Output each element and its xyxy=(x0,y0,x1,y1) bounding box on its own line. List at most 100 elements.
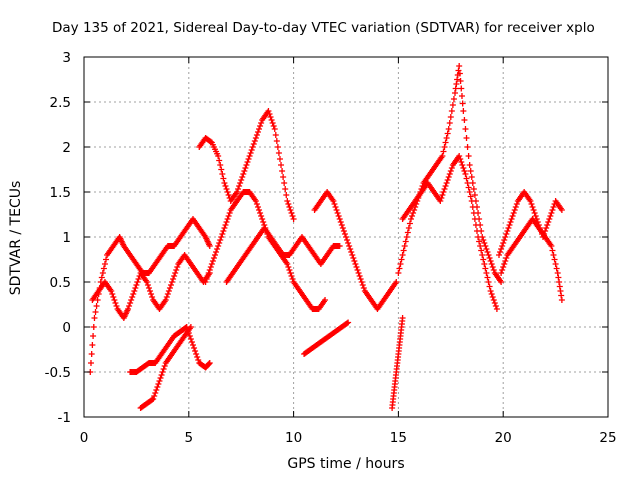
data-point xyxy=(188,339,195,345)
y-tick-label: 3 xyxy=(62,50,71,66)
y-tick-label: 0.5 xyxy=(50,275,71,291)
data-point xyxy=(162,297,169,303)
data-point xyxy=(498,270,505,276)
data-point xyxy=(553,265,560,272)
data-point xyxy=(543,225,550,231)
data-point xyxy=(187,324,194,330)
data-point xyxy=(287,270,294,276)
data-point xyxy=(246,153,253,159)
data-point xyxy=(503,255,510,261)
data-point xyxy=(90,324,97,330)
data-point xyxy=(212,252,218,258)
data-point xyxy=(457,156,464,162)
series-track-12 xyxy=(399,153,500,312)
data-point xyxy=(186,333,193,339)
data-point xyxy=(487,258,494,264)
x-tick-label: 25 xyxy=(599,430,616,446)
data-point xyxy=(242,165,249,171)
data-point xyxy=(461,168,468,174)
data-point xyxy=(171,273,178,279)
data-point xyxy=(236,183,243,189)
data-point xyxy=(457,78,464,84)
data-point xyxy=(449,102,456,108)
data-point xyxy=(458,159,465,165)
data-point xyxy=(252,198,259,204)
data-point xyxy=(456,63,463,69)
data-point xyxy=(248,147,255,153)
data-point xyxy=(450,96,457,102)
series-track-4 xyxy=(137,324,194,411)
data-point xyxy=(192,348,199,354)
data-point xyxy=(166,285,173,291)
data-point xyxy=(482,243,489,249)
data-point xyxy=(155,381,162,387)
data-point xyxy=(94,297,101,303)
data-point xyxy=(219,231,226,237)
data-point xyxy=(480,256,487,263)
data-point xyxy=(170,276,177,282)
data-point xyxy=(357,276,364,282)
data-point xyxy=(218,166,225,173)
data-point xyxy=(483,270,490,276)
data-point xyxy=(458,85,465,92)
data-point xyxy=(256,126,263,132)
data-point xyxy=(112,300,119,306)
data-point xyxy=(235,186,242,192)
data-point xyxy=(443,135,450,141)
data-point xyxy=(127,300,134,306)
data-point xyxy=(440,148,447,155)
data-point xyxy=(253,201,260,207)
data-point xyxy=(238,177,245,183)
data-point xyxy=(193,351,200,357)
data-point xyxy=(470,186,477,192)
data-point xyxy=(510,210,517,216)
data-point xyxy=(398,256,405,263)
data-point xyxy=(174,264,181,270)
data-point xyxy=(89,342,96,348)
data-point xyxy=(442,183,449,189)
data-point xyxy=(502,258,509,264)
data-point xyxy=(340,228,347,234)
data-point xyxy=(244,159,251,165)
series-track-8 xyxy=(301,319,352,357)
data-point xyxy=(98,274,105,281)
data-point xyxy=(341,231,348,237)
data-point xyxy=(99,270,106,276)
x-tick-label: 20 xyxy=(495,430,512,446)
data-point xyxy=(245,156,252,162)
data-point xyxy=(549,207,556,213)
data-point xyxy=(93,303,100,309)
data-point xyxy=(260,219,267,225)
data-point xyxy=(462,126,469,132)
data-point xyxy=(470,210,477,216)
data-point xyxy=(548,243,555,249)
data-point xyxy=(351,258,358,264)
data-point xyxy=(133,282,140,288)
series-track-7 xyxy=(223,225,343,285)
data-point xyxy=(555,274,562,281)
data-point xyxy=(345,240,352,246)
data-point xyxy=(343,234,349,240)
data-point xyxy=(108,288,115,294)
y-tick-label: 1.5 xyxy=(50,185,71,201)
series-track-6 xyxy=(202,189,329,312)
data-point xyxy=(143,279,150,285)
data-point xyxy=(240,171,247,177)
data-point xyxy=(206,360,213,367)
data-point xyxy=(467,168,474,174)
data-point xyxy=(215,243,222,249)
data-point xyxy=(469,204,476,210)
data-point xyxy=(491,300,498,306)
data-point xyxy=(443,180,450,186)
data-point xyxy=(100,265,107,272)
data-point xyxy=(508,216,515,222)
data-point xyxy=(243,162,250,168)
data-point xyxy=(270,123,277,129)
data-point xyxy=(250,141,257,147)
data-point xyxy=(464,144,471,150)
data-point xyxy=(223,186,230,192)
data-point xyxy=(252,135,259,141)
data-point xyxy=(153,387,160,393)
data-point xyxy=(203,276,210,282)
data-point xyxy=(549,247,556,254)
